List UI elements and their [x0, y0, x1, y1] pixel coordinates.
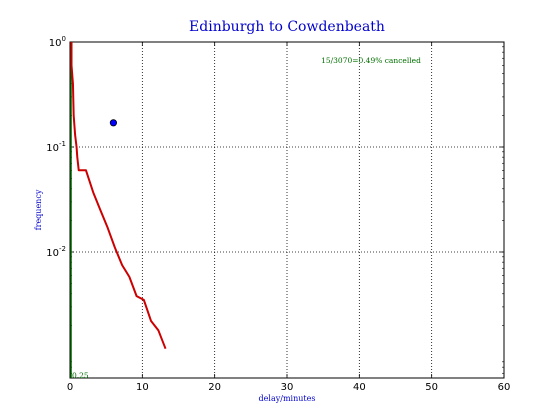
y-tick-label: 10-1 — [46, 140, 66, 154]
x-tick-label: 0 — [67, 382, 73, 393]
x-tick-label: 60 — [498, 382, 511, 393]
gridlines — [70, 42, 504, 378]
x-tick-label: 40 — [353, 382, 366, 393]
x-tick-label: 10 — [136, 382, 149, 393]
y-axis-label: frequency — [34, 189, 43, 230]
y-tick-label: 100 — [49, 35, 66, 49]
x-tick-labels: 0 10 20 30 40 50 60 — [67, 382, 511, 393]
x-tick-label: 30 — [281, 382, 294, 393]
data-point-marker — [109, 119, 118, 127]
delay-frequency-line — [70, 42, 167, 350]
x-tick-label: 50 — [425, 382, 438, 393]
cancelled-annotation: 15/3070=0.49% cancelled — [321, 56, 421, 65]
y-tick-label: 10-2 — [46, 245, 66, 259]
chart-title: Edinburgh to Cowdenbeath — [189, 19, 385, 35]
x-tick-label: 20 — [208, 382, 221, 393]
corner-label: 0.25 — [72, 371, 89, 380]
x-axis-label: delay/minutes — [259, 394, 316, 403]
y-tick-labels: 100 10-1 10-2 — [46, 35, 66, 259]
